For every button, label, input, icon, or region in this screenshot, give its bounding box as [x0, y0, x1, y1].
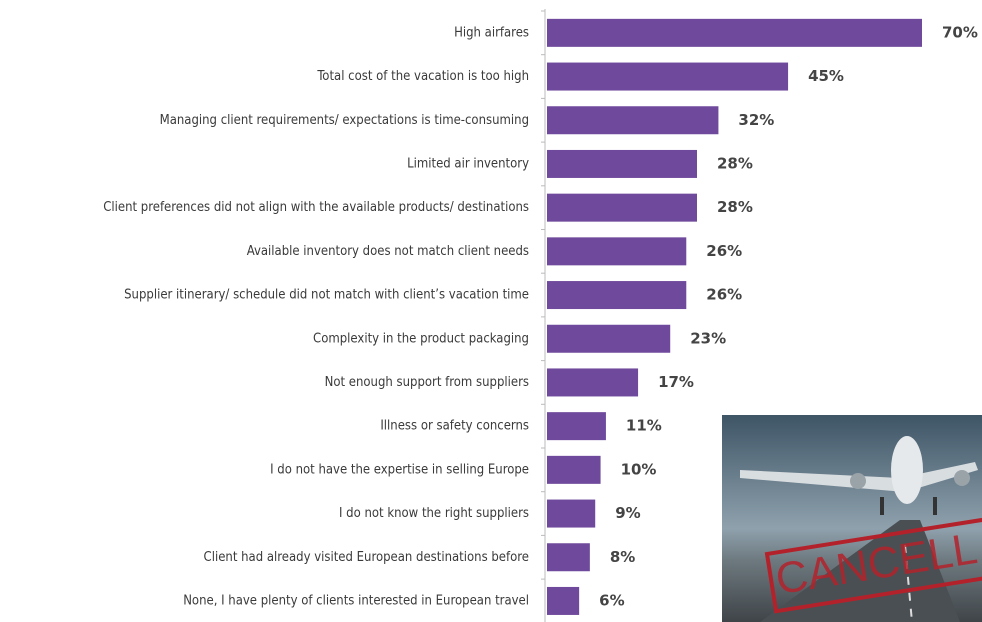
- bar: [547, 281, 686, 309]
- category-label: Limited air inventory: [407, 156, 529, 171]
- value-label: 6%: [599, 591, 624, 609]
- category-label: Supplier itinerary/ schedule did not mat…: [124, 288, 529, 303]
- bar: [547, 412, 606, 440]
- category-label: I do not know the right suppliers: [339, 506, 529, 521]
- bar: [547, 150, 697, 178]
- category-label: Managing client requirements/ expectatio…: [160, 113, 529, 128]
- category-label: Client had already visited European dest…: [204, 550, 529, 565]
- category-label: Total cost of the vacation is too high: [316, 69, 529, 84]
- category-label: I do not have the expertise in selling E…: [270, 462, 529, 477]
- value-label: 45%: [808, 67, 844, 85]
- bar: [547, 63, 788, 91]
- bar: [547, 587, 579, 615]
- value-label: 70%: [942, 23, 978, 41]
- bar: [547, 368, 638, 396]
- category-label: Illness or safety concerns: [380, 419, 529, 434]
- bar: [547, 19, 922, 47]
- bar: [547, 237, 686, 265]
- category-label: None, I have plenty of clients intereste…: [183, 593, 529, 608]
- chart: High airfares 70% Total cost of the vacati…: [0, 0, 982, 622]
- category-label: High airfares: [454, 25, 529, 40]
- bar: [547, 543, 590, 571]
- category-label: Not enough support from suppliers: [325, 375, 529, 390]
- value-label: 17%: [658, 373, 694, 391]
- value-label: 26%: [706, 242, 742, 260]
- photo: CANCELL: [722, 415, 982, 622]
- bar: [547, 500, 595, 528]
- bar: [547, 106, 718, 134]
- value-label: 10%: [621, 460, 657, 478]
- value-label: 9%: [615, 504, 640, 522]
- bar: [547, 456, 601, 484]
- bar: [547, 194, 697, 222]
- category-label: Available inventory does not match clien…: [247, 244, 529, 259]
- category-label: Complexity in the product packaging: [313, 331, 529, 346]
- value-label: 26%: [706, 286, 742, 304]
- value-label: 28%: [717, 198, 753, 216]
- value-label: 32%: [738, 111, 774, 129]
- bar: [547, 325, 670, 353]
- value-label: 11%: [626, 417, 662, 435]
- value-label: 23%: [690, 329, 726, 347]
- category-label: Client preferences did not align with th…: [103, 200, 529, 215]
- value-label: 28%: [717, 154, 753, 172]
- value-label: 8%: [610, 548, 635, 566]
